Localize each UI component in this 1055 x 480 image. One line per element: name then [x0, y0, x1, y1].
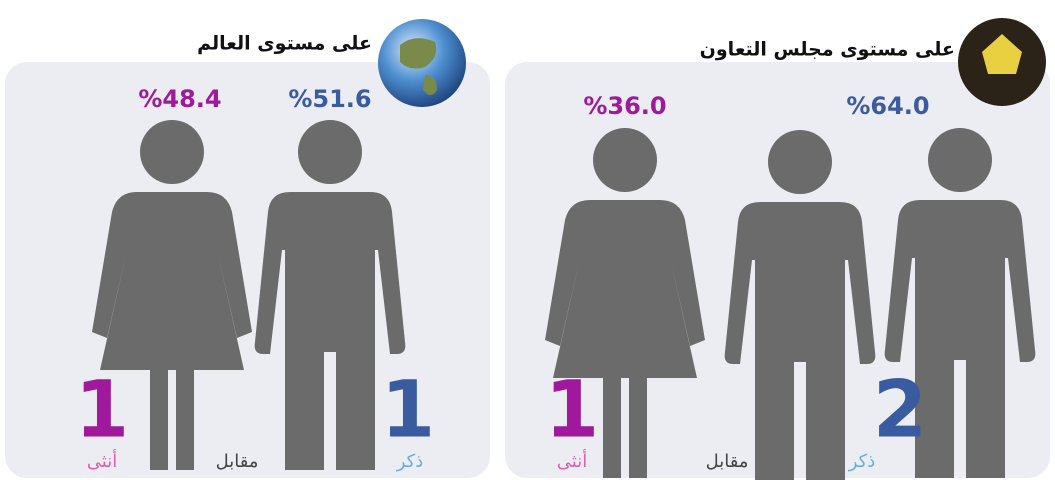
versus-label: مقابل [216, 451, 259, 472]
globe-land [400, 38, 437, 95]
female-label: أنثى [557, 449, 587, 472]
female-label: أنثى [87, 449, 117, 472]
female-percent: %36.0 [583, 92, 666, 120]
male-count: 1 [381, 365, 435, 455]
male-label: ذكر [396, 451, 424, 472]
male-percent: %51.6 [288, 85, 371, 113]
female-count: 1 [545, 365, 599, 455]
versus-label: مقابل [706, 451, 749, 472]
panel-title: على مستوى العالم [197, 33, 372, 55]
male-label: ذكر [848, 451, 876, 472]
female-percent: %48.4 [138, 85, 221, 113]
male-percent: %64.0 [846, 92, 929, 120]
panel-title: على مستوى مجلس التعاون [700, 39, 955, 61]
female-count: 1 [75, 365, 129, 455]
emblem-shape [982, 34, 1022, 74]
male-count: 2 [873, 365, 927, 455]
